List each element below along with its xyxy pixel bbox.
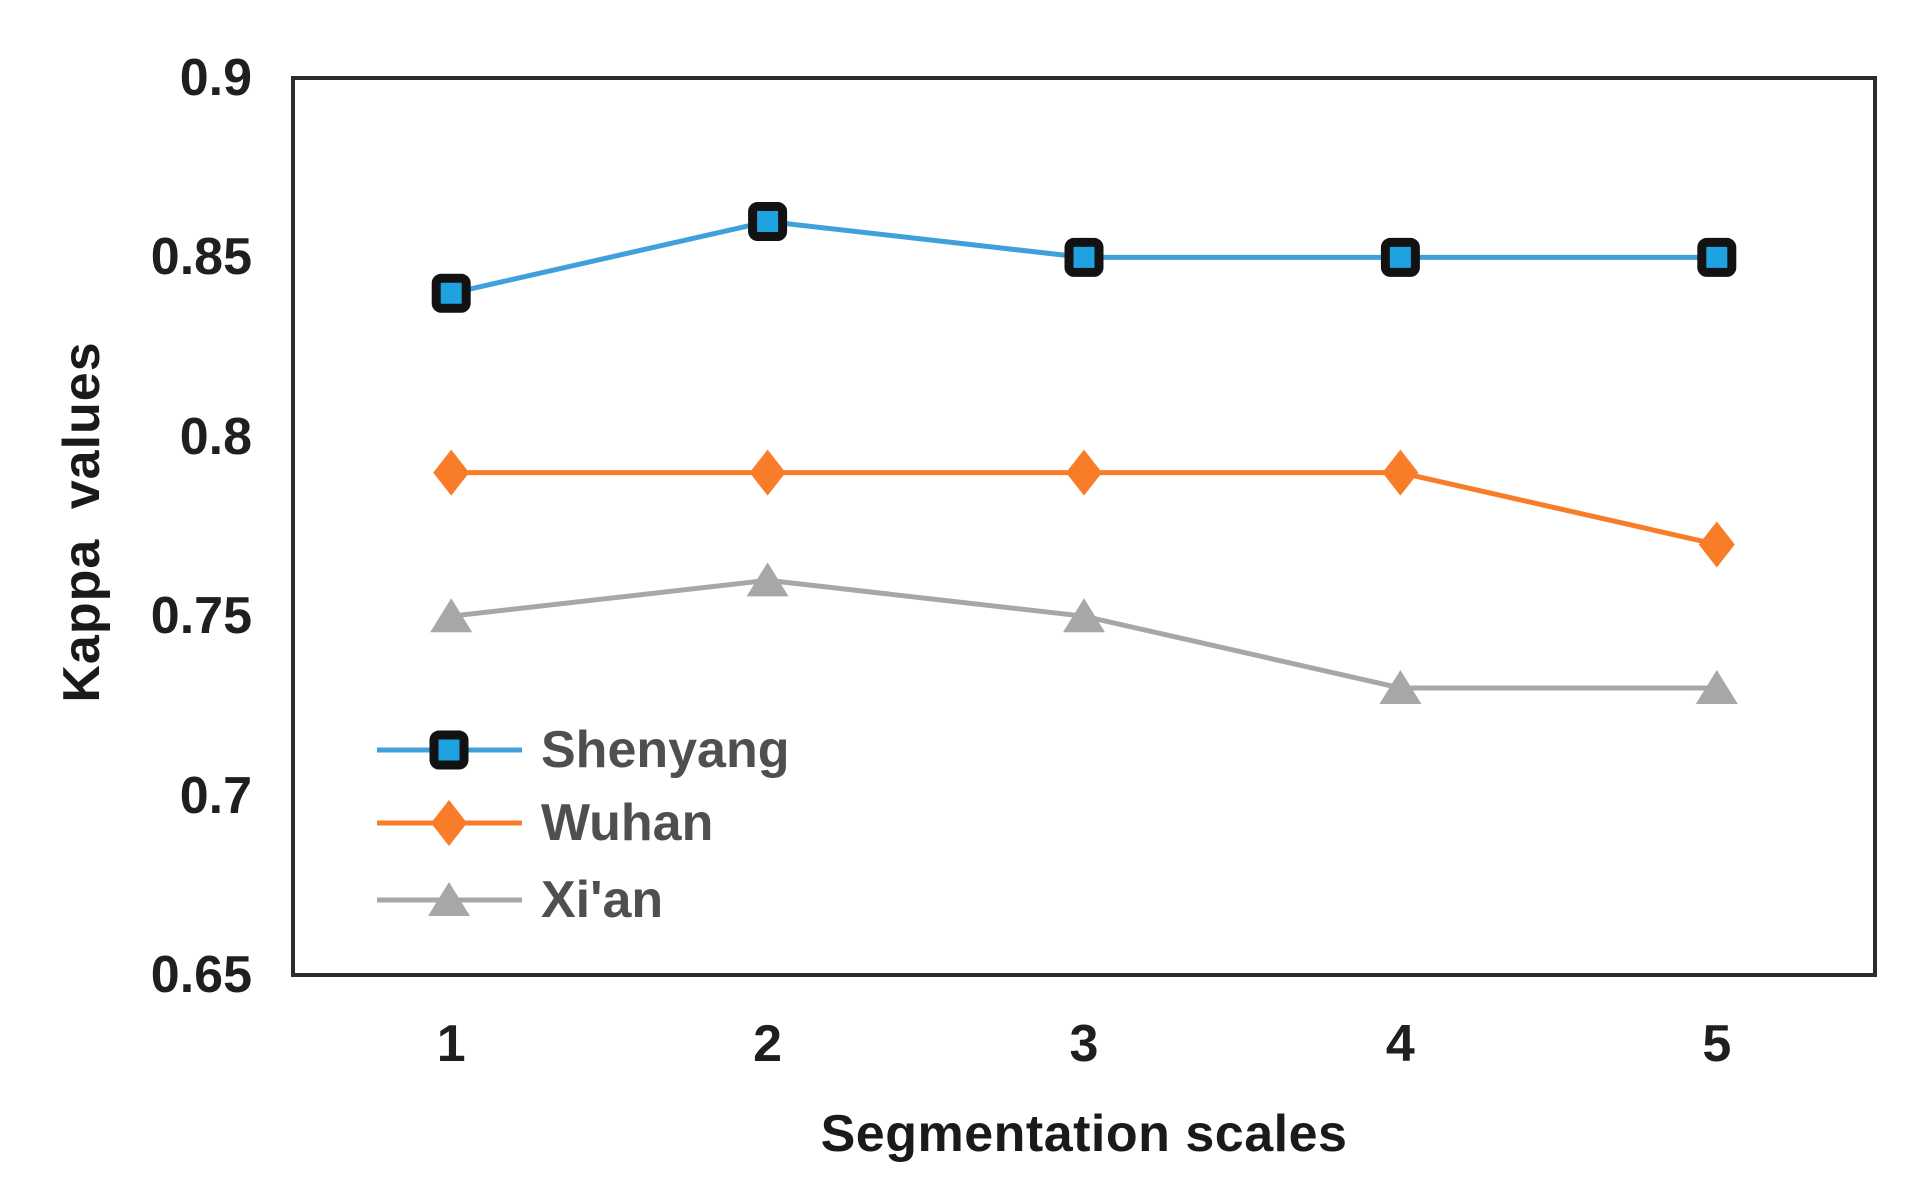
diamond-marker <box>1698 521 1735 568</box>
y-tick-label: 0.8 <box>179 407 252 466</box>
x-tick-label: 1 <box>436 1015 466 1073</box>
legend-label: Xi'an <box>541 871 664 929</box>
diamond-marker <box>1066 449 1102 496</box>
y-tick-label: 0.7 <box>179 766 252 825</box>
square-marker <box>748 202 788 242</box>
triangle-marker <box>746 562 789 597</box>
triangle-marker <box>1063 598 1105 633</box>
plot-border <box>291 76 1877 977</box>
triangle-marker <box>428 882 470 916</box>
diamond-marker <box>749 449 786 496</box>
x-tick-label: 3 <box>1069 1015 1099 1073</box>
legend-marker <box>377 882 522 916</box>
legend-marker <box>377 730 522 770</box>
x-axis-title: Segmentation scales <box>820 1105 1348 1163</box>
series-wuhan <box>433 449 1735 568</box>
y-tick-label: 0.65 <box>150 946 252 1004</box>
series-xian <box>430 562 1738 704</box>
triangle-marker <box>430 598 473 633</box>
legend-item: Xi'an <box>377 871 664 929</box>
y-tick-label: 0.75 <box>150 587 252 646</box>
x-tick-label: 2 <box>753 1015 783 1073</box>
triangle-marker <box>1379 669 1422 704</box>
diamond-marker <box>1382 449 1419 496</box>
square-marker <box>1380 237 1420 277</box>
square-marker <box>1064 237 1104 277</box>
legend-item: Wuhan <box>377 794 714 852</box>
square-marker <box>431 273 471 313</box>
diamond-marker <box>433 449 470 496</box>
legend-label: Wuhan <box>541 794 714 852</box>
y-axis-title: Kappa values <box>53 341 111 703</box>
square-marker <box>1697 237 1737 277</box>
diamond-marker <box>431 800 467 846</box>
x-tick-label: 5 <box>1702 1015 1732 1073</box>
y-tick-label: 0.85 <box>150 228 252 287</box>
legend-item: Shenyang <box>377 721 790 779</box>
legend-marker <box>377 800 522 846</box>
series-shenyang <box>431 202 1737 313</box>
series-line <box>450 577 1717 691</box>
y-tick-label: 0.9 <box>179 49 252 107</box>
x-tick-label: 4 <box>1385 1015 1415 1073</box>
triangle-marker <box>1695 669 1738 704</box>
legend-label: Shenyang <box>541 721 790 779</box>
square-marker <box>429 730 469 770</box>
